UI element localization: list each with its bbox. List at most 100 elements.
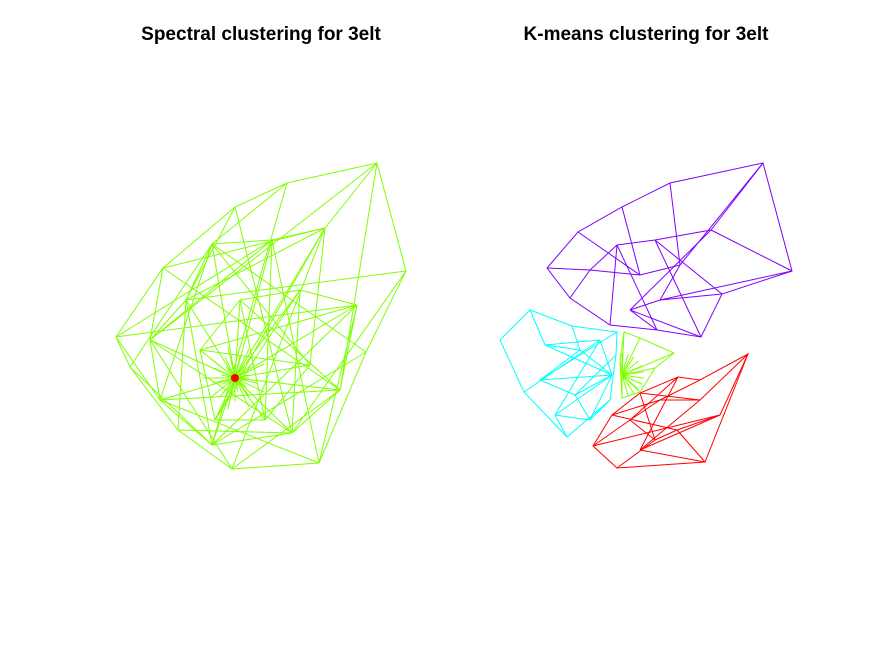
spectral-mesh-edge (291, 389, 341, 434)
kmeans-red-edge (629, 399, 661, 421)
spectral-mesh-edge (234, 206, 293, 434)
kmeans-purple-edge (629, 229, 712, 311)
kmeans-red-edge (611, 414, 678, 431)
spectral-mesh-edge (239, 299, 266, 421)
spectral-mesh-edge (239, 299, 341, 391)
spectral-mesh-edge (227, 346, 236, 379)
spectral-mesh-edge (291, 270, 407, 434)
spectral-mesh-edge (271, 239, 320, 464)
spectral-mesh-edge (149, 339, 233, 470)
kmeans-cyan-edge (554, 414, 591, 421)
kmeans-cyan-edge (574, 354, 617, 396)
kmeans-cyan-edge (539, 379, 576, 396)
spectral-mesh-edge (214, 227, 326, 421)
spectral-mesh-edge (162, 227, 326, 269)
spectral-mesh-edge (264, 364, 311, 421)
kmeans-cyan-edge (574, 374, 613, 396)
spectral-mesh-edge (159, 389, 341, 401)
spectral-mesh-edge (231, 227, 326, 470)
spectral-mesh-edge (149, 339, 161, 401)
spectral-mesh-edge (211, 432, 293, 446)
kmeans-purple-edge (577, 231, 641, 276)
spectral-mesh-edge (209, 377, 236, 399)
spectral-mesh-edge (159, 243, 213, 401)
kmeans-cyan-edge (544, 344, 581, 351)
kmeans-cyan-edge (589, 399, 611, 421)
kmeans-cyan-edge (574, 394, 591, 421)
spectral-mesh-edge (149, 339, 293, 434)
kmeans-purple-edge (659, 264, 681, 301)
spectral-mesh-edge (234, 377, 341, 391)
spectral-mesh-edge (149, 267, 164, 341)
kmeans-cyan-edge (579, 349, 613, 376)
spectral-mesh-edge (199, 349, 216, 421)
kmeans-cyan-edge (523, 339, 601, 393)
spectral-mesh-edge (149, 239, 273, 341)
kmeans-red-edge (629, 419, 656, 441)
kmeans-green-edge (621, 371, 644, 376)
spectral-mesh-edge (234, 348, 250, 379)
spectral-mesh-edge (214, 289, 301, 421)
spectral-mesh-edge (185, 206, 236, 301)
kmeans-red-edge (639, 449, 706, 463)
kmeans-purple-edge (710, 229, 793, 272)
spectral-mesh-edge (211, 304, 358, 446)
spectral-mesh-edge (234, 377, 293, 434)
kmeans-purple-edge (616, 244, 658, 331)
kmeans-red-edge (699, 353, 749, 401)
kmeans-cyan-boundary (499, 309, 618, 438)
kmeans-cyan-edge (599, 339, 613, 376)
kmeans-cyan-edge (529, 309, 546, 346)
kmeans-cyan-edge (554, 339, 601, 416)
kmeans-red-edge (654, 429, 678, 441)
spectral-mesh-boundary (115, 162, 407, 470)
spectral-mesh-edge (234, 227, 326, 379)
spectral-plot-title: Spectral clustering for 3elt (141, 24, 381, 45)
spectral-mesh-edge (185, 227, 326, 301)
kmeans-green-edge (621, 374, 635, 394)
kmeans-red-edge (639, 392, 656, 441)
spectral-red-cluster (231, 374, 239, 382)
spectral-mesh-edge (227, 377, 236, 410)
kmeans-green-boundary (619, 331, 675, 399)
spectral-mesh-edge (234, 377, 265, 393)
kmeans-cyan-edge (554, 414, 568, 438)
spectral-mesh-edge (159, 377, 236, 401)
kmeans-red-edge (719, 353, 749, 416)
spectral-mesh-edge (129, 243, 213, 368)
spectral-mesh-edge (339, 304, 358, 391)
kmeans-red-edge (639, 414, 721, 451)
kmeans-purple-edge (654, 239, 702, 338)
spectral-mesh-edge (211, 377, 236, 446)
kmeans-red-edge (639, 399, 701, 451)
spectral-mesh-edge (234, 377, 250, 408)
kmeans-purple-edge (621, 206, 641, 276)
kmeans-purple-edge (589, 244, 618, 271)
kmeans-red-edge (611, 399, 661, 416)
spectral-mesh-edge (199, 349, 311, 366)
kmeans-red-edge (676, 429, 706, 463)
spectral-mesh-edge (211, 182, 288, 245)
kmeans-green-edge (621, 365, 643, 376)
kmeans-cyan-edge (571, 325, 581, 351)
spectral-mesh-edge (149, 299, 187, 341)
kmeans-green-edge (621, 337, 641, 376)
spectral-mesh-edge (199, 299, 241, 351)
kmeans-green-edge (621, 374, 643, 385)
kmeans-red-edge (639, 376, 679, 451)
kmeans-red-edge (616, 439, 656, 469)
spectral-mesh-edge (324, 162, 378, 229)
spectral-mesh-plot (115, 162, 407, 470)
kmeans-purple-edge (629, 309, 702, 338)
kmeans-cyan-edge (554, 374, 613, 416)
spectral-mesh-edge (115, 304, 358, 338)
spectral-mesh-edge (115, 336, 161, 401)
kmeans-cyan-edge (539, 349, 581, 381)
kmeans-purple-boundary (546, 162, 793, 338)
kmeans-green-edge (621, 374, 639, 390)
spectral-mesh-edge (234, 239, 273, 379)
spectral-mesh-edge (291, 289, 301, 434)
kmeans-green-edge (621, 356, 635, 376)
spectral-mesh-edge (211, 243, 236, 379)
